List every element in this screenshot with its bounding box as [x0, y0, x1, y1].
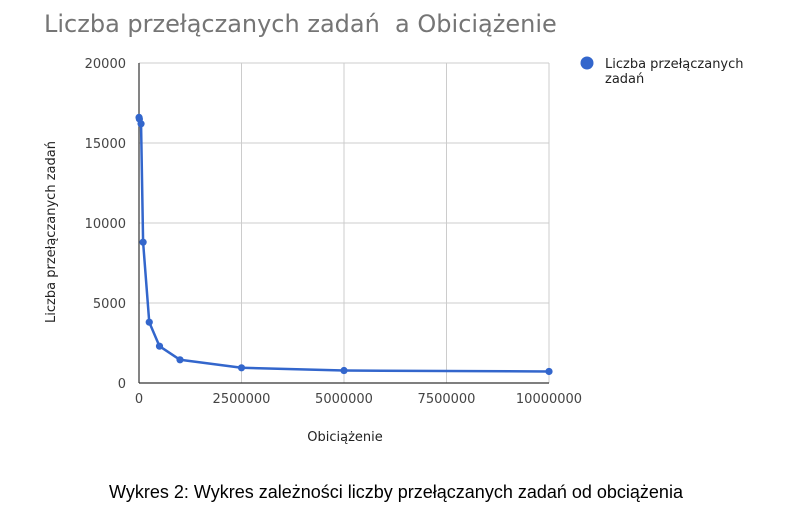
x-axis-label: Obiciążenie	[307, 430, 383, 445]
y-tick-labels: 0 5000 10000 15000 20000	[85, 57, 126, 392]
y-tick-label: 10000	[85, 217, 126, 232]
data-point	[137, 120, 145, 128]
x-tick-label: 0	[135, 392, 143, 407]
y-tick-label: 0	[118, 377, 126, 392]
x-tick-label: 2500000	[213, 392, 271, 407]
data-point	[155, 342, 164, 350]
x-tick-label: 5000000	[315, 392, 373, 407]
data-point	[340, 366, 348, 375]
legend-marker	[580, 56, 594, 70]
x-tick-label: 10000000	[516, 392, 582, 407]
data-point	[545, 367, 553, 376]
gridlines	[139, 62, 550, 383]
y-tick-label: 15000	[85, 137, 126, 152]
chart: 0 5000 10000 15000 20000 0 2500000 5000000 7500…	[44, 56, 744, 445]
legend: Liczba przełączanych zadań	[580, 56, 744, 87]
y-tick-label: 20000	[85, 57, 126, 72]
figure-caption: Wykres 2: Wykres zależności liczby przeł…	[109, 482, 683, 502]
legend-label-cont: zadań	[605, 72, 644, 87]
data-point	[145, 318, 153, 326]
x-tick-label: 7500000	[418, 392, 476, 407]
y-tick-label: 5000	[93, 297, 126, 312]
data-point	[139, 238, 147, 246]
series-layer	[135, 113, 553, 376]
data-point	[176, 356, 184, 364]
y-axis-label: Liczba przełączanych zadań	[44, 141, 59, 323]
legend-label: Liczba przełączanych	[605, 57, 744, 72]
chart-title: Liczba przełączanych zadań a Obiciążenie	[44, 10, 557, 38]
x-tick-labels: 0 2500000 5000000 7500000 10000000	[135, 392, 582, 407]
data-point	[237, 364, 246, 372]
